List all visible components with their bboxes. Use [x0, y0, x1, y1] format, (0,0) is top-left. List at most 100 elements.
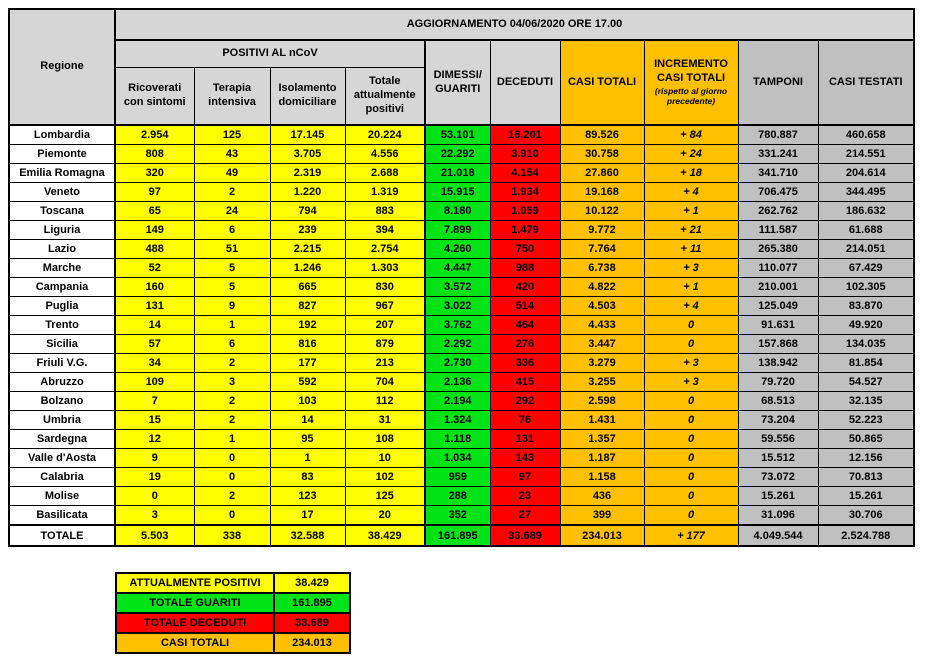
incremento-cell: + 4 — [643, 182, 739, 202]
casi-testati-cell: 102.305 — [817, 277, 915, 297]
terapia-intensiva-cell: 0 — [193, 467, 271, 487]
ricoverati-cell: 131 — [114, 296, 195, 316]
region-name: Valle d'Aosta — [8, 448, 116, 468]
casi-totali-cell: 436 — [559, 486, 645, 506]
deceduti-cell: 16.201 — [489, 124, 561, 145]
table-row: Sardegna 12 1 95 108 1.118 131 1.357 0 5… — [8, 429, 915, 449]
incremento-cell: + 1 — [643, 201, 739, 221]
ricoverati-cell: 57 — [114, 334, 195, 354]
deceduti-cell: 27 — [489, 505, 561, 526]
casi-testati-cell: 344.495 — [817, 182, 915, 202]
casi-testati-cell: 134.035 — [817, 334, 915, 354]
casi-totali-cell: 10.122 — [559, 201, 645, 221]
totale-label: TOTALE — [8, 524, 116, 547]
region-name: Lazio — [8, 239, 116, 259]
incremento-cell: 0 — [643, 429, 739, 449]
incremento-cell: + 3 — [643, 258, 739, 278]
totale-ricoverati: 5.503 — [114, 524, 195, 547]
legend-label: ATTUALMENTE POSITIVI — [115, 572, 275, 594]
tamponi-cell: 73.072 — [737, 467, 819, 487]
dimessi-guariti-cell: 8.180 — [424, 201, 491, 221]
isolamento-cell: 123 — [269, 486, 346, 506]
column-header-casi-totali: CASI TOTALI — [559, 39, 645, 126]
terapia-intensiva-cell: 49 — [193, 163, 271, 183]
dimessi-guariti-cell: 3.762 — [424, 315, 491, 335]
isolamento-cell: 177 — [269, 353, 346, 373]
totale-positivi-cell: 102 — [344, 467, 426, 487]
deceduti-cell: 415 — [489, 372, 561, 392]
isolamento-cell: 3.705 — [269, 144, 346, 164]
casi-totali-cell: 1.158 — [559, 467, 645, 487]
deceduti-cell: 4.154 — [489, 163, 561, 183]
isolamento-cell: 592 — [269, 372, 346, 392]
tamponi-cell: 15.512 — [737, 448, 819, 468]
casi-totali-cell: 1.357 — [559, 429, 645, 449]
incremento-cell: 0 — [643, 505, 739, 526]
casi-testati-cell: 50.865 — [817, 429, 915, 449]
incremento-cell: + 84 — [643, 124, 739, 145]
casi-totali-cell: 4.822 — [559, 277, 645, 297]
casi-totali-cell: 30.758 — [559, 144, 645, 164]
casi-totali-cell: 2.598 — [559, 391, 645, 411]
terapia-intensiva-cell: 24 — [193, 201, 271, 221]
casi-totali-cell: 3.279 — [559, 353, 645, 373]
casi-totali-cell: 7.764 — [559, 239, 645, 259]
tamponi-cell: 111.587 — [737, 220, 819, 240]
deceduti-cell: 336 — [489, 353, 561, 373]
ricoverati-cell: 14 — [114, 315, 195, 335]
totale-positivi-cell: 1.303 — [344, 258, 426, 278]
isolamento-cell: 17.145 — [269, 124, 346, 145]
isolamento-cell: 2.319 — [269, 163, 346, 183]
ricoverati-cell: 34 — [114, 353, 195, 373]
casi-totali-cell: 27.860 — [559, 163, 645, 183]
totale-positivi-cell: 879 — [344, 334, 426, 354]
deceduti-cell: 131 — [489, 429, 561, 449]
region-name: Sardegna — [8, 429, 116, 449]
dimessi-guariti-cell: 288 — [424, 486, 491, 506]
totale-terapia: 338 — [193, 524, 271, 547]
deceduti-cell: 23 — [489, 486, 561, 506]
legend-row-totale-deceduti: TOTALE DECEDUTI 33.689 — [115, 612, 351, 634]
deceduti-cell: 420 — [489, 277, 561, 297]
ricoverati-cell: 808 — [114, 144, 195, 164]
region-name: Puglia — [8, 296, 116, 316]
casi-totali-cell: 399 — [559, 505, 645, 526]
region-name: Lombardia — [8, 124, 116, 145]
isolamento-cell: 103 — [269, 391, 346, 411]
ricoverati-cell: 65 — [114, 201, 195, 221]
casi-testati-cell: 49.920 — [817, 315, 915, 335]
isolamento-cell: 83 — [269, 467, 346, 487]
region-name: Emilia Romagna — [8, 163, 116, 183]
ricoverati-cell: 0 — [114, 486, 195, 506]
terapia-intensiva-cell: 1 — [193, 315, 271, 335]
terapia-intensiva-cell: 1 — [193, 429, 271, 449]
deceduti-cell: 76 — [489, 410, 561, 430]
casi-testati-cell: 70.813 — [817, 467, 915, 487]
dimessi-guariti-cell: 2.194 — [424, 391, 491, 411]
ricoverati-cell: 149 — [114, 220, 195, 240]
isolamento-cell: 665 — [269, 277, 346, 297]
casi-testati-cell: 30.706 — [817, 505, 915, 526]
deceduti-cell: 988 — [489, 258, 561, 278]
dimessi-guariti-cell: 3.572 — [424, 277, 491, 297]
table-row: Umbria 15 2 14 31 1.324 76 1.431 0 73.20… — [8, 410, 915, 430]
tamponi-cell: 780.887 — [737, 124, 819, 145]
terapia-intensiva-cell: 51 — [193, 239, 271, 259]
casi-testati-cell: 83.870 — [817, 296, 915, 316]
dimessi-guariti-cell: 15.915 — [424, 182, 491, 202]
dimessi-guariti-cell: 7.899 — [424, 220, 491, 240]
incremento-cell: + 1 — [643, 277, 739, 297]
table-row: Abruzzo 109 3 592 704 2.136 415 3.255 + … — [8, 372, 915, 392]
incremento-cell: + 11 — [643, 239, 739, 259]
isolamento-cell: 192 — [269, 315, 346, 335]
incremento-cell: + 24 — [643, 144, 739, 164]
isolamento-cell: 14 — [269, 410, 346, 430]
table-title: AGGIORNAMENTO 04/06/2020 ORE 17.00 — [114, 8, 915, 41]
incremento-header-note: (rispetto al giorno precedente) — [654, 85, 728, 106]
table-row: Piemonte 808 43 3.705 4.556 22.292 3.910… — [8, 144, 915, 164]
dimessi-guariti-cell: 352 — [424, 505, 491, 526]
ricoverati-cell: 320 — [114, 163, 195, 183]
tamponi-cell: 138.942 — [737, 353, 819, 373]
table-row: Lazio 488 51 2.215 2.754 4.260 750 7.764… — [8, 239, 915, 259]
column-header-incremento: INCREMENTO CASI TOTALI (rispetto al gior… — [643, 39, 739, 126]
